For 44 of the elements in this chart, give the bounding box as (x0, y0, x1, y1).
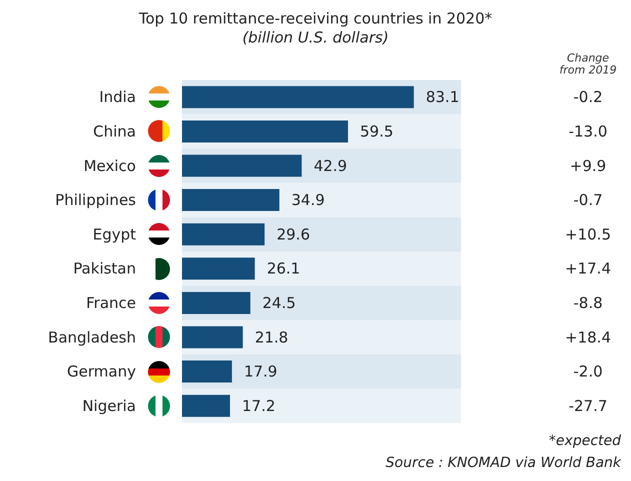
bar (182, 120, 348, 142)
text: +10.5 (565, 225, 611, 244)
data-label: 59.5 (360, 122, 394, 140)
text: -2.0 (573, 362, 603, 381)
y-tick-label: Philippines (55, 191, 136, 210)
y-tick-label: Germany (67, 362, 136, 381)
data-label: 34.9 (291, 191, 325, 210)
data-label: 17.2 (242, 396, 276, 415)
data-label: 21.8 (254, 328, 288, 346)
text: Change from 2019 (559, 52, 617, 76)
chart-subtitle: (billion U.S. dollars) (242, 28, 389, 46)
y-tick-label: Pakistan (73, 260, 136, 278)
y-tick-label: Egypt (92, 225, 136, 244)
text: -27.7 (568, 396, 608, 415)
data-label: 24.5 (262, 294, 296, 312)
bar (182, 394, 230, 417)
bar (182, 292, 250, 314)
y-tick-label: Bangladesh (48, 328, 136, 346)
source-note: Source : KNOMAD via World Bank (386, 455, 622, 471)
data-label: 29.6 (276, 225, 310, 244)
bar (182, 189, 280, 212)
text: +9.9 (570, 156, 606, 175)
text: -8.8 (573, 294, 603, 312)
data-label: 26.1 (266, 260, 300, 278)
text: +18.4 (565, 328, 611, 346)
y-tick-label: Nigeria (82, 396, 136, 415)
data-label: 83.1 (426, 88, 460, 106)
text: -0.7 (573, 191, 603, 210)
text: -0.2 (573, 88, 603, 106)
y-tick-label: India (99, 88, 136, 106)
text: *expected (548, 433, 622, 449)
data-label: 17.9 (244, 362, 278, 381)
y-tick-label: China (93, 122, 136, 140)
bar (182, 154, 302, 177)
chart-title: Top 10 remittance-receiving countries in 2020* (138, 10, 493, 28)
bar (182, 258, 255, 280)
data-label: 42.9 (314, 156, 348, 175)
text: -13.0 (568, 122, 608, 140)
bar (182, 223, 265, 246)
y-tick-label: France (86, 294, 136, 312)
text: +17.4 (565, 260, 611, 278)
bar (182, 326, 243, 348)
bar (182, 360, 232, 383)
y-tick-label: Mexico (84, 156, 136, 175)
